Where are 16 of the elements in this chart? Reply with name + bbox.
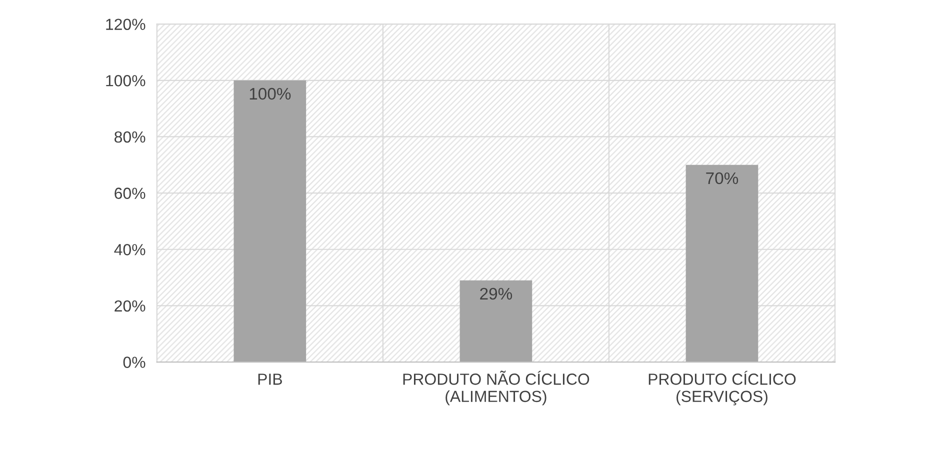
data-label: 100% xyxy=(250,88,291,100)
bar xyxy=(234,80,306,362)
y-tick-label: 120% xyxy=(106,18,146,30)
y-tick-label: 20% xyxy=(114,300,146,312)
y-tick-label: 100% xyxy=(106,75,146,86)
bar xyxy=(460,280,532,362)
data-label: 29% xyxy=(480,288,512,300)
x-tick-label: PIB xyxy=(258,374,282,385)
y-tick-label: 60% xyxy=(114,188,146,199)
bar xyxy=(686,164,758,362)
y-tick-label: 80% xyxy=(114,131,146,143)
data-label: 70% xyxy=(706,172,738,184)
y-tick-label: 0% xyxy=(123,356,146,368)
y-tick-label: 40% xyxy=(114,244,146,256)
x-tick-label: PRODUTO CÍCLICO (SERVIÇOS) xyxy=(648,370,796,406)
x-tick-label: PRODUTO NÃO CÍCLICO (ALIMENTOS) xyxy=(403,370,590,406)
